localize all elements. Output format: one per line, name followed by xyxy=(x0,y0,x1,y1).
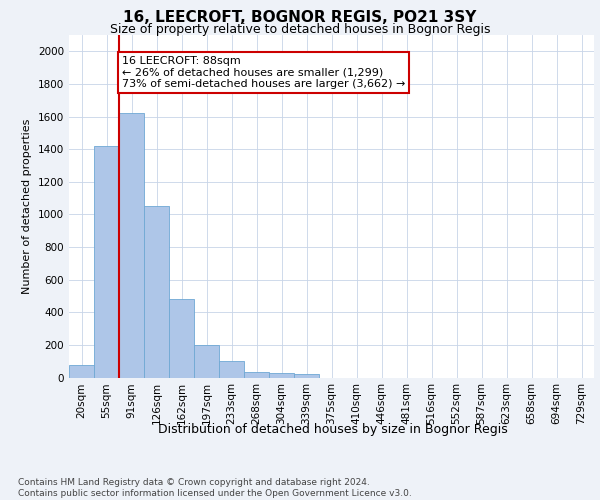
Bar xyxy=(169,299,194,378)
Text: 16, LEECROFT, BOGNOR REGIS, PO21 3SY: 16, LEECROFT, BOGNOR REGIS, PO21 3SY xyxy=(124,10,476,25)
Text: Size of property relative to detached houses in Bognor Regis: Size of property relative to detached ho… xyxy=(110,22,490,36)
Y-axis label: Number of detached properties: Number of detached properties xyxy=(22,118,32,294)
Text: Contains HM Land Registry data © Crown copyright and database right 2024.
Contai: Contains HM Land Registry data © Crown c… xyxy=(18,478,412,498)
Text: 16 LEECROFT: 88sqm
← 26% of detached houses are smaller (1,299)
73% of semi-deta: 16 LEECROFT: 88sqm ← 26% of detached hou… xyxy=(121,56,405,90)
Text: Distribution of detached houses by size in Bognor Regis: Distribution of detached houses by size … xyxy=(158,422,508,436)
Bar xyxy=(269,374,294,378)
Bar xyxy=(69,366,94,378)
Bar xyxy=(119,114,144,378)
Bar xyxy=(94,146,119,378)
Bar xyxy=(294,374,319,378)
Bar xyxy=(219,361,244,378)
Bar xyxy=(244,372,269,378)
Bar xyxy=(144,206,169,378)
Bar xyxy=(194,345,219,378)
